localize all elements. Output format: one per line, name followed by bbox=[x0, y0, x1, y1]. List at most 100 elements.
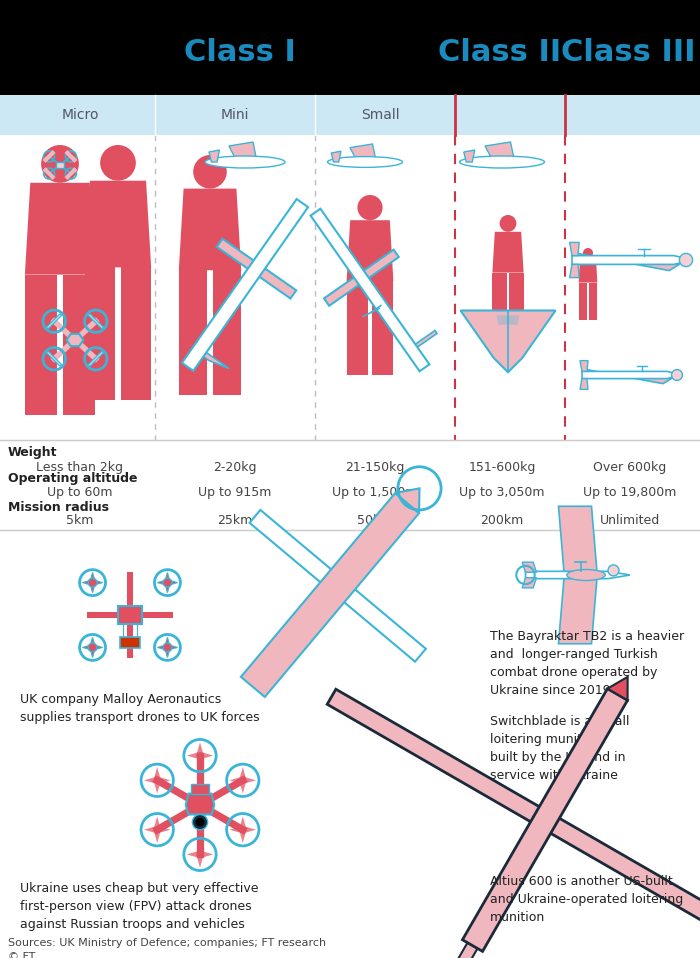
Polygon shape bbox=[46, 314, 62, 329]
Circle shape bbox=[680, 254, 692, 266]
Polygon shape bbox=[496, 315, 519, 325]
Polygon shape bbox=[83, 645, 103, 650]
Text: Weight: Weight bbox=[8, 445, 57, 459]
Polygon shape bbox=[144, 826, 171, 833]
Polygon shape bbox=[572, 254, 680, 270]
Polygon shape bbox=[463, 689, 627, 951]
Polygon shape bbox=[589, 283, 597, 320]
Polygon shape bbox=[582, 372, 682, 378]
Circle shape bbox=[41, 145, 79, 183]
Polygon shape bbox=[346, 282, 368, 375]
Bar bbox=[0, 440, 700, 530]
Polygon shape bbox=[311, 209, 429, 372]
Text: Mission radius: Mission radius bbox=[8, 500, 109, 513]
Polygon shape bbox=[191, 784, 209, 793]
Polygon shape bbox=[144, 777, 171, 784]
Circle shape bbox=[163, 579, 172, 587]
Circle shape bbox=[88, 643, 97, 651]
Polygon shape bbox=[25, 183, 95, 275]
Polygon shape bbox=[121, 267, 151, 400]
Polygon shape bbox=[492, 273, 507, 335]
Polygon shape bbox=[453, 943, 477, 958]
Bar bbox=[0, 95, 700, 135]
Text: Ukraine uses cheap but very effective
first-person view (FPV) attack drones
agai: Ukraine uses cheap but very effective fi… bbox=[20, 882, 258, 931]
Circle shape bbox=[583, 248, 593, 258]
Polygon shape bbox=[485, 142, 514, 162]
Text: 200km: 200km bbox=[480, 514, 524, 528]
Text: 151-600kg: 151-600kg bbox=[468, 461, 536, 473]
Polygon shape bbox=[25, 275, 57, 415]
Circle shape bbox=[100, 145, 136, 181]
Polygon shape bbox=[230, 777, 256, 784]
Polygon shape bbox=[158, 580, 178, 585]
Polygon shape bbox=[250, 510, 426, 662]
Polygon shape bbox=[346, 220, 393, 282]
Polygon shape bbox=[570, 264, 579, 278]
Ellipse shape bbox=[328, 156, 402, 168]
Polygon shape bbox=[290, 572, 351, 641]
Polygon shape bbox=[239, 767, 246, 793]
Polygon shape bbox=[209, 150, 219, 162]
Polygon shape bbox=[570, 242, 579, 256]
Circle shape bbox=[671, 370, 682, 380]
Polygon shape bbox=[83, 580, 103, 585]
Polygon shape bbox=[90, 637, 95, 657]
Circle shape bbox=[193, 814, 208, 830]
Circle shape bbox=[358, 195, 383, 220]
Circle shape bbox=[163, 643, 172, 651]
Polygon shape bbox=[187, 752, 214, 760]
Polygon shape bbox=[90, 573, 95, 593]
Text: Up to 60m: Up to 60m bbox=[48, 486, 113, 498]
Text: Class III: Class III bbox=[561, 37, 695, 66]
Polygon shape bbox=[158, 645, 178, 650]
Polygon shape bbox=[582, 370, 672, 383]
Polygon shape bbox=[46, 314, 62, 329]
Polygon shape bbox=[522, 562, 536, 572]
Text: Over 600kg: Over 600kg bbox=[594, 461, 666, 473]
Polygon shape bbox=[46, 352, 62, 366]
Polygon shape bbox=[55, 162, 64, 168]
Text: Micro: Micro bbox=[62, 108, 99, 122]
Polygon shape bbox=[522, 578, 536, 588]
Polygon shape bbox=[579, 283, 587, 320]
Text: Up to 1,500m: Up to 1,500m bbox=[332, 486, 418, 498]
Text: Up to 3,050m: Up to 3,050m bbox=[459, 486, 545, 498]
Ellipse shape bbox=[459, 156, 545, 168]
Polygon shape bbox=[327, 689, 700, 950]
Polygon shape bbox=[350, 144, 377, 162]
Polygon shape bbox=[559, 578, 597, 644]
Polygon shape bbox=[331, 151, 341, 162]
Polygon shape bbox=[324, 250, 399, 306]
Text: Up to 915m: Up to 915m bbox=[198, 486, 272, 498]
Polygon shape bbox=[164, 637, 170, 657]
Polygon shape bbox=[186, 793, 214, 814]
Polygon shape bbox=[463, 150, 475, 162]
Circle shape bbox=[193, 155, 227, 189]
Polygon shape bbox=[395, 489, 419, 513]
Polygon shape bbox=[241, 493, 419, 697]
Polygon shape bbox=[63, 275, 95, 415]
Polygon shape bbox=[118, 606, 141, 624]
Polygon shape bbox=[559, 506, 597, 572]
Polygon shape bbox=[182, 199, 308, 371]
Text: Class I: Class I bbox=[184, 37, 296, 66]
Text: Class II: Class II bbox=[438, 37, 561, 66]
Polygon shape bbox=[88, 314, 104, 329]
Polygon shape bbox=[66, 334, 83, 346]
Polygon shape bbox=[213, 270, 241, 395]
Text: Altius 600 is another US-built
and Ukraine-operated loitering
munition: Altius 600 is another US-built and Ukrai… bbox=[490, 875, 683, 924]
Text: The Bayraktar TB2 is a heavier
and  longer-ranged Turkish
combat drone operated : The Bayraktar TB2 is a heavier and longe… bbox=[490, 630, 684, 697]
Polygon shape bbox=[410, 331, 437, 351]
Polygon shape bbox=[88, 352, 104, 366]
Text: 25km: 25km bbox=[218, 514, 253, 528]
Ellipse shape bbox=[205, 156, 285, 168]
Bar bbox=[0, 135, 700, 440]
Polygon shape bbox=[196, 841, 204, 868]
Polygon shape bbox=[239, 816, 246, 843]
Text: 5km: 5km bbox=[66, 514, 94, 528]
Circle shape bbox=[608, 565, 619, 576]
Text: Sources: UK Ministry of Defence; companies; FT research
© FT: Sources: UK Ministry of Defence; compani… bbox=[8, 938, 326, 958]
Polygon shape bbox=[178, 270, 207, 395]
Polygon shape bbox=[492, 232, 524, 273]
Bar bbox=[0, 0, 700, 95]
